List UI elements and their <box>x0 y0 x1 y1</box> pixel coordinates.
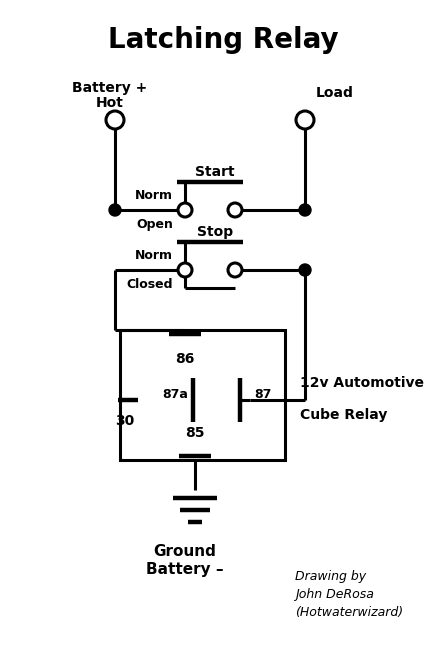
Circle shape <box>109 204 121 216</box>
Text: 12v Automotive: 12v Automotive <box>300 376 424 390</box>
Circle shape <box>299 264 311 276</box>
Text: Ground: Ground <box>154 544 216 559</box>
Text: 30: 30 <box>115 414 135 428</box>
Text: Load: Load <box>316 86 354 100</box>
Text: Hot: Hot <box>96 96 124 110</box>
Text: Latching Relay: Latching Relay <box>108 26 338 54</box>
Text: Start: Start <box>195 165 235 179</box>
Text: Battery –: Battery – <box>146 562 224 577</box>
Text: 87a: 87a <box>162 388 188 402</box>
Text: Norm: Norm <box>135 249 173 262</box>
Bar <box>120 330 285 460</box>
Text: John DeRosa: John DeRosa <box>295 588 374 601</box>
Text: 85: 85 <box>185 426 205 440</box>
Circle shape <box>299 204 311 216</box>
Text: Drawing by: Drawing by <box>295 570 366 583</box>
Text: Closed: Closed <box>127 278 173 291</box>
Text: (Hotwaterwizard): (Hotwaterwizard) <box>295 606 403 619</box>
Text: Stop: Stop <box>197 225 233 239</box>
Text: 86: 86 <box>175 352 195 366</box>
Text: 87: 87 <box>254 388 271 402</box>
Text: Battery +: Battery + <box>72 81 148 95</box>
Text: Cube Relay: Cube Relay <box>300 408 388 422</box>
Text: Norm: Norm <box>135 189 173 202</box>
Text: Open: Open <box>136 218 173 231</box>
